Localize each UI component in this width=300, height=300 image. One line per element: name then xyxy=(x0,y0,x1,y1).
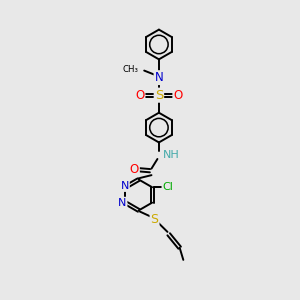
Text: N: N xyxy=(154,71,163,84)
Text: O: O xyxy=(135,89,145,102)
Text: CH₃: CH₃ xyxy=(122,64,138,74)
Text: N: N xyxy=(121,181,129,191)
Text: NH: NH xyxy=(163,150,179,160)
Text: O: O xyxy=(130,163,139,176)
Text: O: O xyxy=(173,89,183,102)
Text: Cl: Cl xyxy=(162,182,173,192)
Text: S: S xyxy=(151,213,158,226)
Text: N: N xyxy=(118,198,127,208)
Text: S: S xyxy=(155,89,163,102)
